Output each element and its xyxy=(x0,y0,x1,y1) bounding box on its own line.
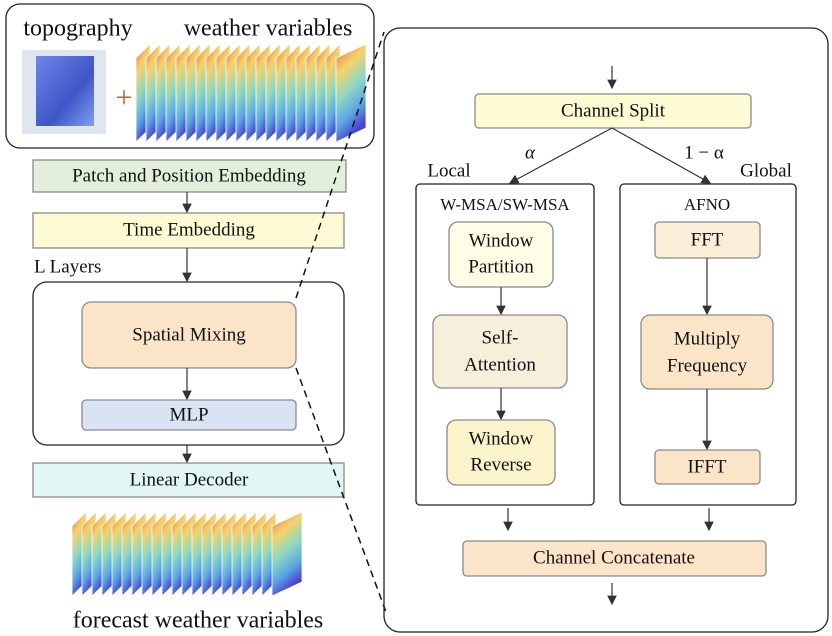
patch-embedding-box xyxy=(32,159,347,193)
forecast-stack xyxy=(71,511,303,597)
multiply-frequency-box xyxy=(640,314,774,390)
topography-label: topography xyxy=(23,16,132,42)
patch-embedding-label: Patch and Position Embedding xyxy=(72,165,306,186)
spatial-mixing-label: Spatial Mixing xyxy=(132,324,246,345)
multiply-frequency-label: Frequency xyxy=(667,355,748,376)
global-title: AFNO xyxy=(684,195,730,214)
input-panel xyxy=(5,3,375,149)
mlp-box xyxy=(81,399,297,431)
spatial-mixing-box xyxy=(81,301,297,369)
window-reverse-box xyxy=(446,419,556,486)
channel-concatenate-box xyxy=(462,540,767,577)
topography-map xyxy=(36,56,94,126)
time-embedding-box xyxy=(32,212,345,249)
time-embedding-label: Time Embedding xyxy=(123,219,255,240)
global-box xyxy=(619,183,797,506)
one-minus-alpha-label: 1 − α xyxy=(684,142,724,163)
window-reverse-label: Window xyxy=(469,428,534,449)
local-title: W-MSA/SW-MSA xyxy=(440,195,570,214)
local-box xyxy=(415,183,595,506)
self-attention-label: Attention xyxy=(464,354,536,375)
weather-label: weather variables xyxy=(184,16,353,42)
weather-stack xyxy=(135,43,367,143)
plus-sign: + xyxy=(116,81,133,114)
data-slice xyxy=(335,43,367,143)
ifft-label: IFFT xyxy=(687,456,726,477)
multiply-frequency-label: Multiply xyxy=(674,328,741,349)
window-partition-label: Partition xyxy=(468,256,534,277)
decoder-label: Linear Decoder xyxy=(130,469,249,490)
zoom-line xyxy=(295,31,385,299)
self-attention-box xyxy=(432,314,568,389)
channel-split-label: Channel Split xyxy=(561,100,666,121)
mlp-label: MLP xyxy=(169,404,208,425)
layers-label: L Layers xyxy=(34,256,101,277)
global-label: Global xyxy=(740,160,792,181)
zoom-line xyxy=(295,367,387,613)
fft-label: FFT xyxy=(691,229,724,250)
layers-box xyxy=(32,281,345,446)
local-label: Local xyxy=(427,160,470,181)
channel-concatenate-label: Channel Concatenate xyxy=(533,547,695,568)
arrow xyxy=(508,127,613,184)
data-slice xyxy=(271,511,303,597)
alpha-label: α xyxy=(525,142,536,163)
arrow xyxy=(611,127,712,184)
output-label: forecast weather variables xyxy=(73,608,324,634)
detail-panel xyxy=(383,27,829,633)
window-partition-label: Window xyxy=(469,230,534,251)
window-reverse-label: Reverse xyxy=(470,454,531,475)
ifft-box xyxy=(654,449,761,485)
self-attention-label: Self- xyxy=(482,327,519,348)
decoder-box xyxy=(32,462,345,498)
